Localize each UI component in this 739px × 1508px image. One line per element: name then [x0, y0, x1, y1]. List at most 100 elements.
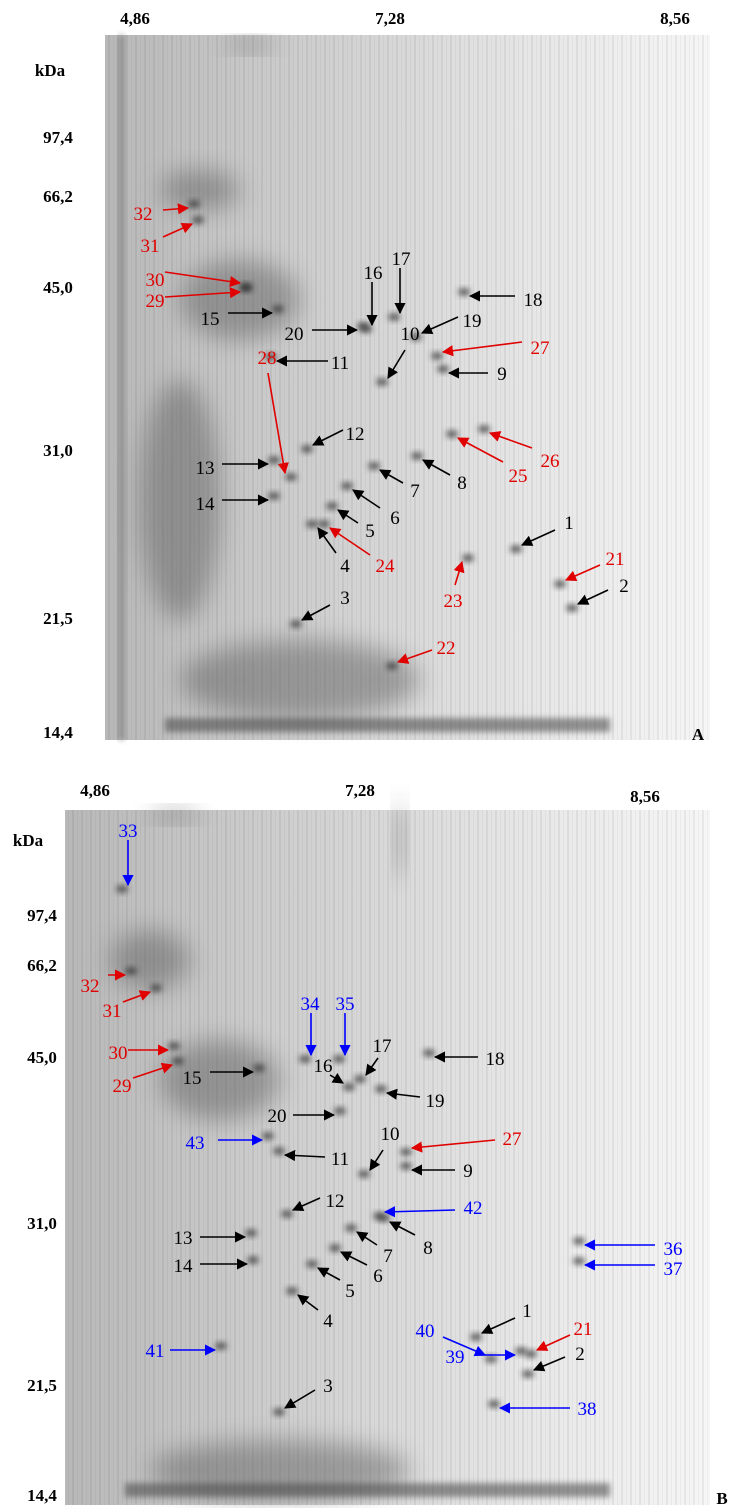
protein-spot [388, 313, 400, 321]
mw-label: 97,4 [27, 906, 57, 925]
spot-arrow [301, 604, 331, 621]
protein-spot [423, 1049, 435, 1057]
protein-spot [253, 1064, 265, 1072]
spot-arrow [453, 560, 465, 586]
spot-arrow [317, 527, 337, 554]
spot-label: 25 [509, 466, 528, 487]
protein-spot [329, 1244, 341, 1252]
spot-arrow [488, 431, 533, 449]
protein-spot [333, 1055, 345, 1063]
spot-arrow [162, 203, 190, 215]
spot-label: 21 [606, 549, 625, 570]
pi-label: 7,28 [375, 9, 405, 28]
protein-spot [525, 1350, 537, 1358]
spot-label: 9 [497, 364, 507, 385]
protein-spot [446, 430, 458, 438]
spot-arrow [369, 1149, 384, 1171]
spot-label: 43 [186, 1133, 205, 1154]
spot-label: 30 [146, 270, 165, 291]
protein-spot [488, 1400, 500, 1408]
spot-label: 41 [146, 1341, 165, 1362]
protein-spot [272, 305, 284, 313]
spot-label: 17 [392, 249, 411, 270]
gel-bottom-band [125, 1483, 610, 1497]
protein-spot [375, 1085, 387, 1093]
protein-spot [285, 473, 297, 481]
spot-label: 32 [81, 976, 100, 997]
spot-arrow [284, 1389, 316, 1409]
spot-label: 31 [103, 1001, 122, 1022]
spot-arrow [442, 1336, 487, 1357]
protein-spot [268, 456, 280, 464]
spot-label: 18 [524, 290, 543, 311]
spot-label: 6 [390, 508, 400, 529]
spot-label: 4 [323, 1311, 333, 1332]
pi-label: 8,56 [630, 787, 660, 806]
protein-spot [410, 333, 422, 341]
pi-label: 4,86 [80, 781, 110, 800]
spot-label: 27 [503, 1129, 522, 1150]
protein-spot [400, 1148, 412, 1156]
mw-label: 21,5 [27, 1376, 57, 1395]
protein-spot [247, 1256, 259, 1264]
spot-arrow [410, 1139, 496, 1153]
pi-label: 4,86 [120, 9, 150, 28]
protein-spot [273, 1147, 285, 1155]
mw-label: 21,5 [43, 609, 73, 628]
spot-label: 42 [464, 1198, 483, 1219]
spot-label: 24 [376, 556, 396, 577]
spot-label: 6 [373, 1266, 383, 1287]
protein-spot [265, 353, 277, 361]
spot-arrow [164, 271, 242, 288]
protein-spot [358, 1170, 370, 1178]
spot-label: 36 [664, 1239, 683, 1260]
spot-label: 9 [463, 1161, 473, 1182]
protein-spot [341, 482, 353, 490]
spot-label: 39 [446, 1347, 465, 1368]
mw-label: 66,2 [43, 187, 73, 206]
protein-spot [354, 1075, 366, 1083]
spot-label: 11 [331, 1149, 349, 1170]
spot-label: 20 [268, 1106, 287, 1127]
mw-label: 14,4 [27, 1486, 57, 1505]
mw-unit: kDa [35, 61, 66, 80]
spot-label: 34 [301, 994, 321, 1015]
spot-arrow [520, 529, 556, 546]
spot-label: 7 [383, 1246, 393, 1267]
spot-arrow [396, 649, 433, 664]
spot-label: 16 [314, 1056, 333, 1077]
protein-spot [357, 322, 369, 330]
protein-spot [431, 352, 443, 360]
spot-label: 3 [323, 1376, 333, 1397]
protein-spot [343, 1083, 355, 1091]
protein-spot [458, 288, 470, 296]
protein-spot [522, 1370, 534, 1378]
spot-label: 40 [416, 1321, 435, 1342]
spot-label: 19 [426, 1091, 445, 1112]
spot-label: 1 [564, 513, 574, 534]
spot-label: 11 [331, 353, 349, 374]
spot-label: 35 [336, 994, 355, 1015]
protein-spot [168, 1042, 180, 1050]
mw-label: 45,0 [43, 278, 73, 297]
pi-label: 8,56 [660, 9, 690, 28]
protein-spot [437, 365, 449, 373]
spot-arrow [389, 1221, 416, 1236]
spot-label: 4 [340, 556, 350, 577]
spot-arrow [576, 589, 609, 605]
protein-spot [566, 604, 578, 612]
spot-label: 17 [373, 1036, 392, 1057]
spot-label: 22 [437, 638, 456, 659]
spot-arrow [352, 489, 381, 509]
protein-spot [172, 1057, 184, 1065]
protein-spot [386, 662, 398, 670]
spot-arrow [532, 1356, 566, 1372]
spot-label: 30 [109, 1043, 128, 1064]
panel-letter: A [692, 725, 705, 744]
protein-spot [286, 1287, 298, 1295]
spot-label: 10 [381, 1124, 400, 1145]
spot-arrow [329, 1072, 344, 1084]
spot-label: 1 [522, 1301, 532, 1322]
spot-label: 31 [141, 236, 160, 257]
